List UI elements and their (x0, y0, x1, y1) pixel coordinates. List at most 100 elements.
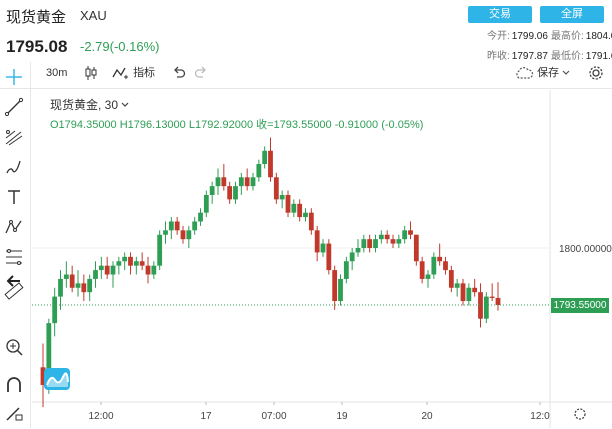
candle-body (93, 270, 98, 279)
brush-icon (6, 160, 21, 174)
brush-tool[interactable] (3, 156, 25, 178)
candle-body (192, 221, 198, 231)
candle-body (110, 265, 116, 275)
trade-button[interactable]: 交易 (468, 6, 532, 23)
trendline-tool[interactable] (3, 96, 25, 118)
candle-type-icon (85, 66, 97, 81)
candle-body (221, 177, 227, 187)
redo-button[interactable] (194, 62, 208, 84)
indicators-label: 指标 (133, 67, 156, 79)
candle-body (367, 239, 373, 248)
low-label: 最低价: (551, 51, 584, 62)
candle-body (151, 265, 157, 275)
candle-body (233, 186, 238, 200)
y-tick-label: 1800.00000 (559, 244, 612, 255)
candle-body (402, 230, 408, 240)
price-change: -2.79(-0.16%) (80, 39, 160, 54)
candle-body (437, 256, 443, 262)
candle-body (314, 230, 320, 253)
drawing-toolbar (0, 62, 31, 428)
hide-toolbar-tool[interactable] (3, 270, 25, 292)
candle-body (478, 292, 483, 319)
candle-body (355, 248, 361, 253)
prev-close-value: 1797.87 (511, 51, 548, 62)
candle-body (408, 230, 413, 235)
redo-icon (194, 66, 206, 78)
lock-drawings-tool[interactable] (3, 402, 25, 424)
candle-body (472, 287, 478, 293)
text-tool[interactable] (3, 186, 25, 208)
x-tick-label: 12:00 (88, 411, 113, 422)
x-tick-label: 07:00 (261, 411, 286, 422)
candle-body (58, 278, 63, 297)
candle-body (227, 186, 233, 200)
ruler-icon (4, 282, 24, 300)
candle-body (215, 177, 221, 187)
candle-body (203, 194, 209, 213)
fullscreen-button[interactable]: 全屏 (540, 6, 604, 23)
quote-low: 最低价:1791.61 (551, 47, 612, 62)
candle-body (343, 261, 349, 279)
high-value: 1804.08 (585, 31, 612, 42)
chart-legend-symbol[interactable]: 现货黄金, 30 (50, 96, 129, 113)
crosshair-tool[interactable] (3, 66, 25, 88)
x-tick-label: 19 (336, 411, 348, 422)
save-button[interactable]: 保存 (514, 62, 570, 84)
candle-body (122, 256, 128, 262)
pattern-tool[interactable] (3, 216, 25, 238)
candle-body (81, 283, 87, 293)
candle-body (460, 283, 466, 302)
x-tick-label: 20 (421, 411, 433, 422)
candle-body (320, 243, 326, 253)
candle-body (157, 234, 163, 266)
candle-body (52, 296, 58, 324)
pitchfork-tool[interactable] (3, 126, 25, 148)
candle-body (390, 239, 396, 244)
candle-body (133, 261, 139, 266)
last-price-tag: 1793.55000 (551, 298, 609, 313)
candle-body (279, 194, 285, 200)
candle-body (163, 230, 168, 235)
candle-body (361, 239, 367, 248)
quote-high: 最高价:1804.08 (551, 27, 612, 42)
save-label: 保存 (537, 67, 560, 79)
magnet-icon (7, 377, 21, 392)
instrument-code: XAU (80, 8, 107, 23)
fib-tool[interactable] (3, 246, 25, 268)
candle-body (297, 203, 303, 218)
candle-body (63, 274, 69, 279)
prev-close-label: 昨收: (487, 51, 510, 62)
measure-tool[interactable] (3, 280, 25, 302)
candle-body (209, 186, 215, 195)
magnet-tool[interactable] (3, 374, 25, 396)
candle-body (396, 239, 402, 244)
settings-button[interactable] (588, 62, 604, 84)
high-label: 最高价: (551, 31, 584, 42)
pitchfork-icon (5, 130, 23, 146)
candle-body (384, 234, 390, 240)
indicators-button[interactable]: 指标 (112, 62, 155, 84)
candle-body (116, 261, 122, 266)
zoom-in-icon (6, 339, 23, 356)
undo-icon (174, 66, 186, 78)
cloud-icon (516, 67, 534, 79)
pattern-icon (5, 220, 22, 234)
axis-settings-icon (574, 408, 586, 420)
pencil-lock-icon (6, 407, 23, 421)
text-icon (8, 190, 20, 204)
instrument-title: 现货黄金 (6, 9, 67, 26)
candle-body (349, 252, 355, 262)
candle-body (145, 265, 151, 275)
candle-body (338, 278, 343, 302)
interval-selector[interactable]: 30m (46, 67, 68, 79)
gear-icon (589, 66, 603, 80)
candle-body (256, 164, 262, 178)
chart-type-button[interactable] (84, 62, 98, 84)
candle-body (373, 239, 378, 248)
candle-body (198, 212, 203, 222)
zoom-tool[interactable] (3, 336, 25, 358)
candle-body (87, 278, 93, 293)
candle-body (273, 177, 279, 200)
undo-button[interactable] (172, 62, 186, 84)
candle-body (250, 177, 256, 187)
